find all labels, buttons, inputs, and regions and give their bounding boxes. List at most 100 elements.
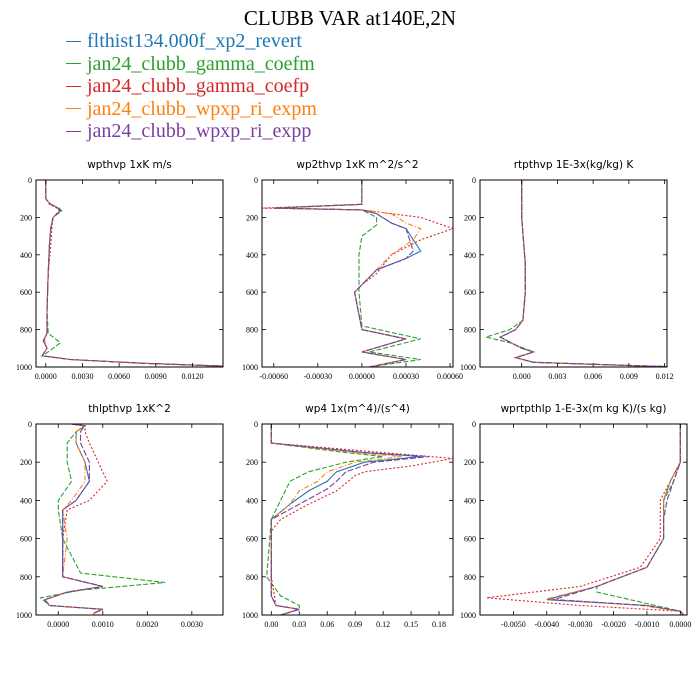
chart-title: rtpthvp 1E-3x(kg/kg) K [514,159,635,171]
series-group [486,424,685,615]
plot-frame [479,423,688,616]
y-tick-label: 1000 [16,611,32,620]
legend-label: flthist134.000f_xp2_revert [87,30,302,52]
legend-item: jan24_clubb_gamma_coefm [66,53,317,76]
y-tick-label: 200 [246,458,258,467]
y-tick-label: 1000 [242,363,258,372]
y-tick-label: 0 [472,176,476,185]
y-tick-label: 400 [464,251,476,260]
x-tick-label: 0.0060 [108,372,130,381]
chart-title: wprtpthlp 1-E-3x(m kg K)/(s kg) [501,403,667,415]
series-line [41,180,223,367]
series-group [266,424,453,615]
x-tick-label: 0.003 [548,372,566,381]
x-tick-label: 0.0090 [145,372,167,381]
y-tick-label: 800 [464,326,476,335]
legend-label: jan24_clubb_gamma_coefm [87,52,315,75]
y-tick-label: 600 [464,535,476,544]
legend: flthist134.000f_xp2_revert jan24_clubb_g… [66,30,317,143]
x-tick-label: 0.0000 [35,372,57,381]
y-tick-label: 400 [464,496,476,505]
series-line [270,424,430,615]
y-tick-label: 0 [254,420,258,429]
y-tick-label: 1000 [460,363,476,372]
y-tick-label: 200 [246,213,258,222]
y-tick-label: 0 [28,176,32,185]
y-tick-label: 1000 [242,611,258,620]
y-tick-label: 400 [20,496,32,505]
x-tick-label: 0.0030 [181,620,203,629]
x-tick-label: 0.006 [584,372,602,381]
x-tick-label: 0.0000 [47,620,69,629]
x-tick-label: 0.00060 [437,372,463,381]
y-tick-label: 0 [472,420,476,429]
y-tick-label: 800 [20,326,32,335]
x-tick-label: 0.009 [620,372,638,381]
x-tick-label: 0.18 [432,620,446,629]
plot-frame [35,423,224,616]
x-tick-label: 0.0010 [92,620,114,629]
series-line [43,424,104,615]
y-tick-label: 600 [20,288,32,297]
y-tick-label: 800 [246,326,258,335]
y-tick-label: 1000 [16,363,32,372]
y-tick-label: 0 [28,420,32,429]
legend-swatch [66,63,81,65]
series-line [273,180,414,367]
y-tick-label: 600 [246,535,258,544]
legend-swatch [66,85,81,87]
plot-frame [261,423,454,616]
y-tick-label: 400 [20,251,32,260]
series-group [262,180,453,367]
series-line [553,424,685,615]
chart-title: wp2thvp 1xK m^2/s^2 [296,159,418,171]
series-line [43,424,108,615]
y-tick-label: 400 [246,251,258,260]
chart-title: wp4 1x(m^4)/(s^4) [305,403,410,415]
series-line [273,180,422,367]
x-tick-label: -0.00030 [303,372,332,381]
x-tick-label: 0.12 [376,620,390,629]
series-line [498,180,667,367]
series-line [483,180,667,367]
series-group [40,180,223,367]
chart-title: thlpthvp 1xK^2 [88,403,171,415]
legend-label: jan24_clubb_wpxp_ri_expp [87,120,312,142]
x-tick-label: -0.0040 [534,620,559,629]
series-line [40,180,223,367]
chart-panel: wp4 1x(m^4)/(s^4) 0 200 400 600 800 1000 0.00 0.… [242,403,454,629]
series-line [43,424,104,615]
series-line [41,180,223,367]
legend-swatch [66,108,81,110]
series-line [41,180,223,367]
legend-item: flthist134.000f_xp2_revert [66,30,317,53]
legend-swatch [66,130,81,132]
series-line [41,180,223,367]
x-tick-label: -0.0030 [568,620,593,629]
series-group [483,180,667,367]
y-tick-label: 200 [20,458,32,467]
series-line [596,424,685,615]
legend-label: jan24_clubb_wpxp_ri_expm [87,97,317,120]
y-tick-label: 800 [464,573,476,582]
legend-swatch [66,40,81,42]
legend-label: jan24_clubb_gamma_coefp [87,75,310,97]
x-tick-label: 0.00000 [349,372,375,381]
series-line [270,424,402,615]
x-tick-label: -0.0010 [635,620,660,629]
x-tick-label: 0.000 [513,372,531,381]
series-line [43,424,104,615]
x-tick-label: 0.06 [320,620,334,629]
x-tick-label: -0.00060 [259,372,288,381]
x-tick-label: -0.0050 [501,620,526,629]
plot-frame [261,179,454,368]
y-tick-label: 800 [246,573,258,582]
y-tick-label: 200 [464,458,476,467]
chart-title: wpthvp 1xK m/s [87,159,172,171]
y-tick-label: 800 [20,573,32,582]
y-tick-label: 600 [246,288,258,297]
chart-panel: rtpthvp 1E-3x(kg/kg) K 0 200 400 600 800 1000 0… [460,159,674,381]
x-tick-label: 0.15 [404,620,418,629]
